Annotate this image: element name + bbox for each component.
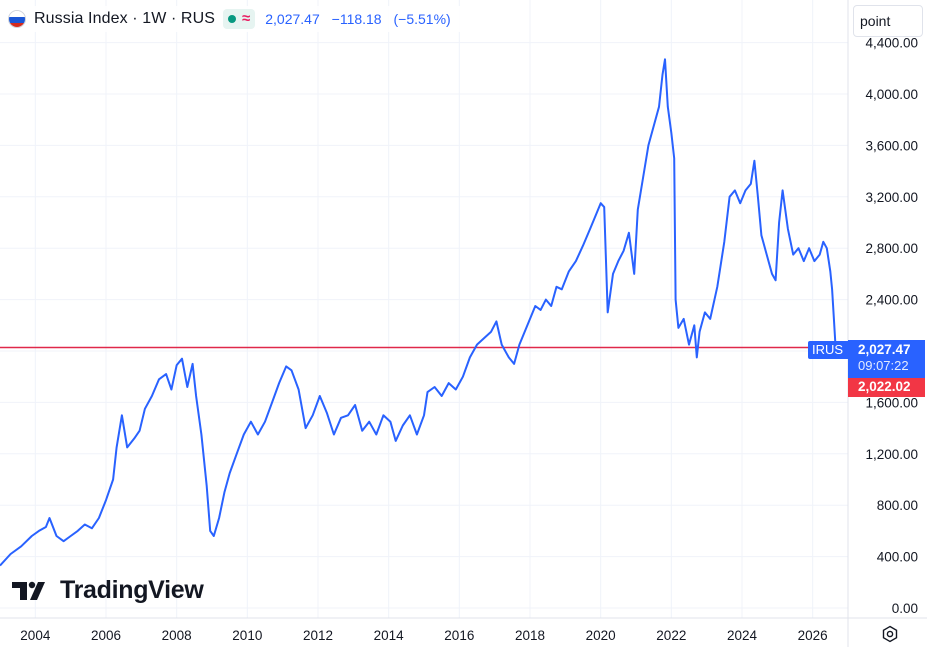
y-tick-label: 400.00 xyxy=(877,550,918,565)
x-tick-label: 2020 xyxy=(586,628,616,643)
x-tick-label: 2018 xyxy=(515,628,545,643)
y-tick-label: 3,600.00 xyxy=(865,138,918,153)
watermark-text: TradingView xyxy=(60,576,204,604)
delayed-data-icon: ≈ xyxy=(242,10,251,27)
y-tick-label: 0.00 xyxy=(892,601,918,616)
grid xyxy=(0,0,848,618)
y-tick-label: 1,600.00 xyxy=(865,395,918,410)
symbol-title[interactable]: Russia Index · 1W · RUS xyxy=(34,10,216,27)
y-tick-label: 800.00 xyxy=(877,498,918,513)
y-tick-label: 1,200.00 xyxy=(865,447,918,462)
tradingview-logo-icon xyxy=(12,581,45,600)
y-tick-label: 2,400.00 xyxy=(865,293,918,308)
chart-settings-icon[interactable] xyxy=(880,624,900,644)
last-price: 2,027.47 xyxy=(265,11,320,27)
price-change-pct: (−5.51%) xyxy=(393,11,451,27)
x-tick-label: 2010 xyxy=(232,628,262,643)
y-axis[interactable]: 0.00400.00800.001,200.001,600.002,000.00… xyxy=(847,0,918,647)
x-tick-label: 2024 xyxy=(727,628,758,643)
last-price-tag-value: 2,027.47 xyxy=(858,342,911,357)
x-tick-label: 2026 xyxy=(798,628,828,643)
chart-header: Russia Index · 1W · RUS ≈ 2,027.47 −118.… xyxy=(8,6,465,32)
tradingview-watermark[interactable]: TradingView xyxy=(12,576,204,605)
series-layer xyxy=(0,58,837,567)
market-open-icon xyxy=(228,15,237,23)
y-tick-label: 4,000.00 xyxy=(865,87,918,102)
market-status[interactable]: ≈ xyxy=(223,9,256,29)
y-tick-label: 2,800.00 xyxy=(865,241,918,256)
x-tick-label: 2014 xyxy=(374,628,405,643)
series-line[interactable] xyxy=(0,58,837,567)
y-tick-label: 4,400.00 xyxy=(865,36,918,51)
x-tick-label: 2016 xyxy=(444,628,474,643)
x-axis[interactable]: 2004 2006 2008 2010 2012 2014 2016 2018 2020 2022… xyxy=(0,617,927,643)
symbol-price-tag: IRUS xyxy=(808,341,848,359)
x-tick-label: 2006 xyxy=(91,628,121,643)
russia-flag-icon xyxy=(8,10,26,28)
x-tick-label: 2008 xyxy=(162,628,192,643)
quote: 2,027.47 −118.18 (−5.51%) xyxy=(265,11,458,27)
low-price-tag: 2,022.02 xyxy=(848,378,925,397)
x-tick-label: 2004 xyxy=(20,628,51,643)
bar-countdown: 09:07:22 xyxy=(858,358,909,373)
price-change: −118.18 xyxy=(331,11,382,27)
x-tick-label: 2022 xyxy=(656,628,686,643)
y-tick-label: 3,200.00 xyxy=(865,190,918,205)
x-tick-label: 2012 xyxy=(303,628,333,643)
last-price-tag: 2,027.47 09:07:22 xyxy=(848,340,925,378)
price-unit-button[interactable]: point xyxy=(853,5,923,37)
